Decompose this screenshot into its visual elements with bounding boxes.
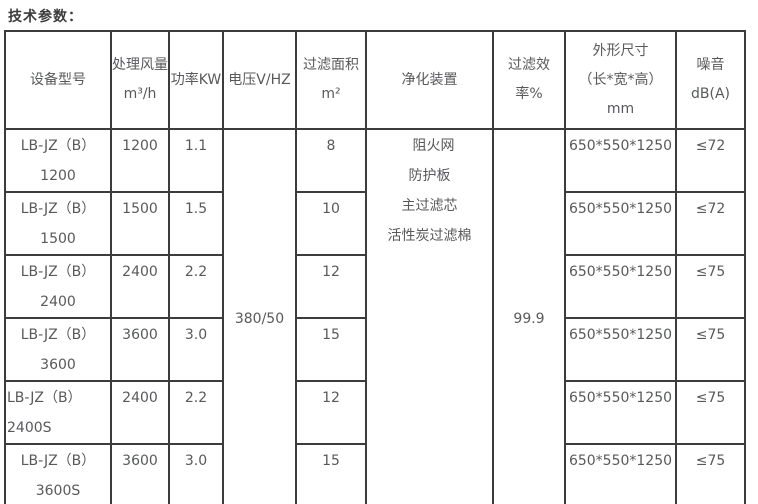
cell-power: 3.0 (168, 317, 224, 382)
cell-purifier-merged: 阻火网 防护板 主过滤芯 活性炭过滤棉 (365, 128, 494, 504)
cell-dimensions: 650*550*1250 (564, 380, 677, 445)
cell-airflow: 1200 (110, 128, 170, 193)
header-row: 设备型号 处理风量 m³/h 功率KW 电压V/HZ 过滤面积 m² 净化装置 过滤… (4, 30, 746, 130)
cell-power: 2.2 (168, 380, 224, 445)
cell-power: 1.1 (168, 128, 224, 193)
col-header-efficiency: 过滤效 率% (492, 30, 566, 130)
cell-airflow: 2400 (110, 380, 170, 445)
table-row: LB-JZ（B） 1500 1500 1.5 10 650*550*1250 ≤7… (4, 191, 746, 256)
cell-efficiency-merged: 99.9 (492, 128, 566, 504)
cell-dimensions: 650*550*1250 (564, 191, 677, 256)
cell-airflow: 2400 (110, 254, 170, 319)
cell-area: 8 (295, 128, 367, 193)
cell-dimensions: 650*550*1250 (564, 128, 677, 193)
cell-model: LB-JZ（B） 3600 (4, 317, 112, 382)
cell-noise: ≤72 (675, 191, 746, 256)
col-header-model: 设备型号 (4, 30, 112, 130)
table-row: LB-JZ（B） 3600S 3600 3.0 15 650*550*1250 ≤… (4, 443, 746, 504)
col-header-voltage: 电压V/HZ (222, 30, 297, 130)
cell-dimensions: 650*550*1250 (564, 254, 677, 319)
table-row: LB-JZ（B） 2400 2400 2.2 12 650*550*1250 ≤7… (4, 254, 746, 319)
table-row: LB-JZ（B） 2400S 2400 2.2 12 650*550*1250 ≤… (4, 380, 746, 445)
cell-noise: ≤72 (675, 128, 746, 193)
col-header-purifier: 净化装置 (365, 30, 494, 130)
cell-model: LB-JZ（B） 1500 (4, 191, 112, 256)
cell-noise: ≤75 (675, 254, 746, 319)
cell-noise: ≤75 (675, 443, 746, 504)
cell-area: 15 (295, 317, 367, 382)
cell-voltage-merged: 380/50 (222, 128, 297, 504)
col-header-power: 功率KW (168, 30, 224, 130)
table-row: LB-JZ（B） 3600 3600 3.0 15 650*550*1250 ≤7… (4, 317, 746, 382)
table-row: LB-JZ（B） 1200 1200 1.1 380/50 8 阻火网 防护板 主… (4, 128, 746, 504)
page-title: 技术参数： (8, 9, 83, 25)
cell-power: 2.2 (168, 254, 224, 319)
cell-power: 1.5 (168, 191, 224, 256)
col-header-area: 过滤面积 m² (295, 30, 367, 130)
cell-model: LB-JZ（B） 3600S (4, 443, 112, 504)
cell-power: 3.0 (168, 443, 224, 504)
cell-area: 10 (295, 191, 367, 256)
col-header-noise: 噪音 dB(A) (675, 30, 746, 130)
cell-noise: ≤75 (675, 317, 746, 382)
cell-area: 12 (295, 380, 367, 445)
cell-airflow: 1500 (110, 191, 170, 256)
cell-dimensions: 650*550*1250 (564, 443, 677, 504)
cell-airflow: 3600 (110, 317, 170, 382)
spec-table: 设备型号 处理风量 m³/h 功率KW 电压V/HZ 过滤面积 m² 净化装置 过滤… (4, 30, 746, 504)
cell-dimensions: 650*550*1250 (564, 317, 677, 382)
cell-model: LB-JZ（B） 2400 (4, 254, 112, 319)
col-header-airflow: 处理风量 m³/h (110, 30, 170, 130)
cell-area: 15 (295, 443, 367, 504)
cell-model: LB-JZ（B） 1200 (4, 128, 112, 193)
col-header-dimensions: 外形尺寸 （长*宽*高） mm (564, 30, 677, 130)
cell-model: LB-JZ（B） 2400S (4, 380, 112, 445)
cell-area: 12 (295, 254, 367, 319)
cell-airflow: 3600 (110, 443, 170, 504)
cell-noise: ≤75 (675, 380, 746, 445)
